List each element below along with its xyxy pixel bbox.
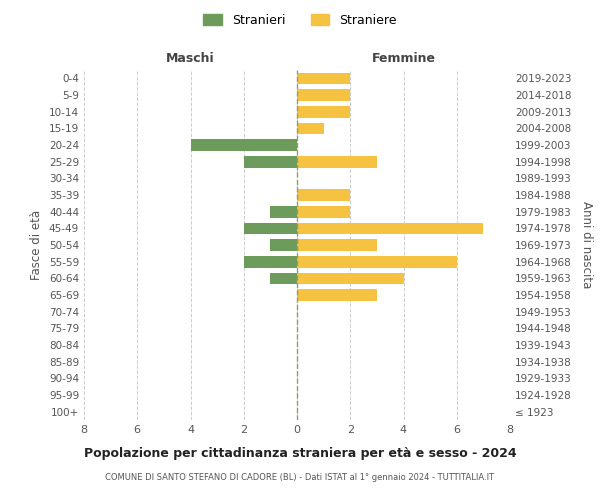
Bar xyxy=(271,272,297,284)
Text: Maschi: Maschi xyxy=(166,52,215,65)
Bar xyxy=(244,222,297,234)
Legend: Stranieri, Straniere: Stranieri, Straniere xyxy=(198,8,402,32)
Text: Popolazione per cittadinanza straniera per età e sesso - 2024: Popolazione per cittadinanza straniera p… xyxy=(83,448,517,460)
Bar xyxy=(297,256,457,268)
Bar xyxy=(297,189,350,201)
Bar xyxy=(244,256,297,268)
Bar xyxy=(297,122,323,134)
Bar xyxy=(191,139,297,151)
Bar xyxy=(297,72,350,84)
Bar xyxy=(271,206,297,218)
Y-axis label: Anni di nascita: Anni di nascita xyxy=(580,202,593,288)
Text: COMUNE DI SANTO STEFANO DI CADORE (BL) - Dati ISTAT al 1° gennaio 2024 - TUTTITA: COMUNE DI SANTO STEFANO DI CADORE (BL) -… xyxy=(106,472,494,482)
Bar xyxy=(244,156,297,168)
Y-axis label: Fasce di età: Fasce di età xyxy=(31,210,43,280)
Bar xyxy=(271,239,297,251)
Bar xyxy=(297,206,350,218)
Bar xyxy=(297,289,377,301)
Text: Femmine: Femmine xyxy=(371,52,436,65)
Bar xyxy=(297,156,377,168)
Bar xyxy=(297,89,350,101)
Bar xyxy=(297,239,377,251)
Bar xyxy=(297,106,350,118)
Bar xyxy=(297,272,404,284)
Bar xyxy=(297,222,484,234)
